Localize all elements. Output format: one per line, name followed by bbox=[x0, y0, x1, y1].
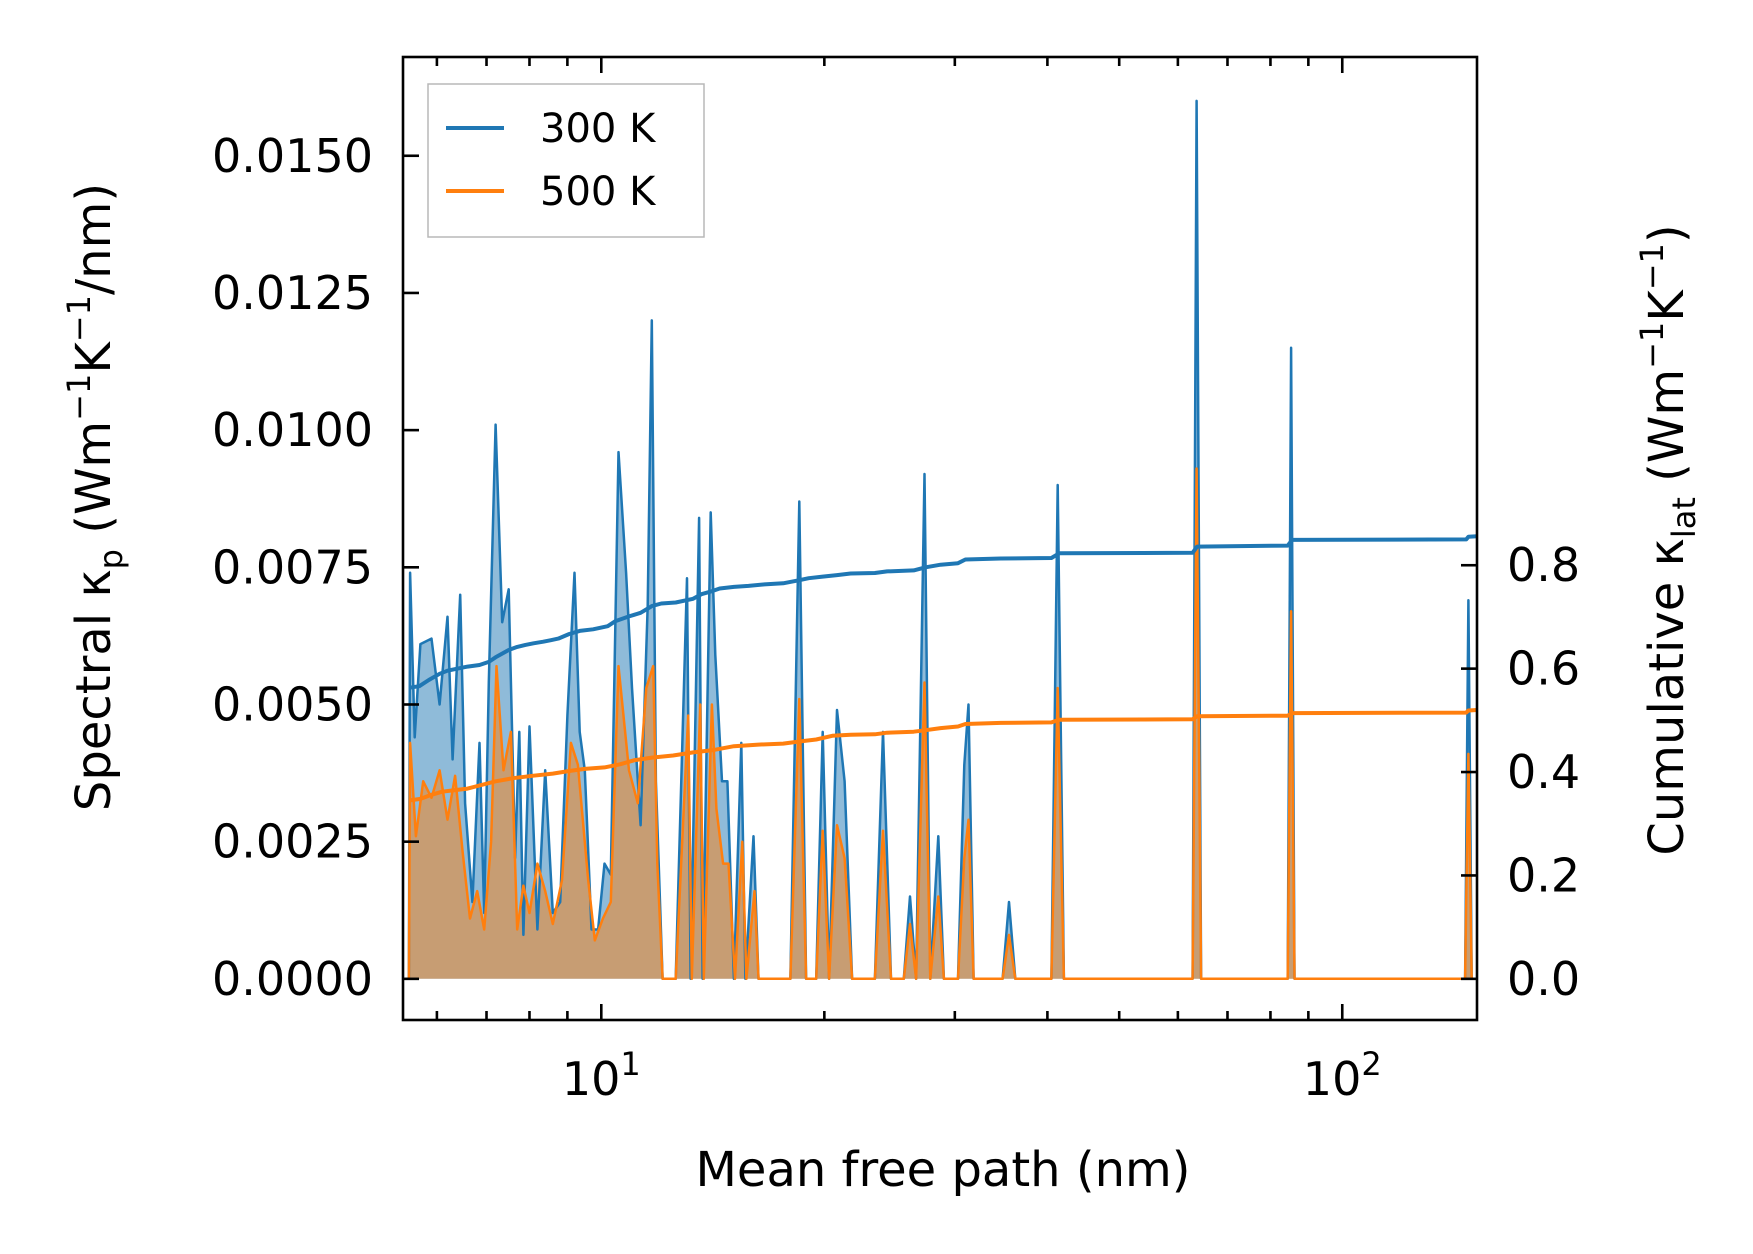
y-left-tick-label: 0.0050 bbox=[212, 677, 373, 731]
y-left-tick-label: 0.0025 bbox=[212, 815, 373, 869]
axis-ticks bbox=[403, 57, 1477, 1020]
spectral-line-500k bbox=[407, 467, 1473, 981]
y-right-tick-label: 0.6 bbox=[1507, 642, 1580, 696]
y-right-tick-label: 0.8 bbox=[1507, 538, 1580, 592]
tick-labels: 101 102 0.0000 0.0025 0.0050 0.0075 0.0100 0.01… bbox=[212, 129, 1580, 1106]
cumulative-line-500k bbox=[408, 708, 1478, 803]
cumulative-line-300k bbox=[408, 534, 1478, 690]
x-tick-label: 101 bbox=[562, 1045, 641, 1106]
y-right-tick-label: 0.0 bbox=[1507, 952, 1580, 1006]
legend-label-500k: 500 K bbox=[540, 169, 657, 215]
spectral-lines bbox=[407, 99, 1473, 981]
x-axis-label: Mean free path (nm) bbox=[696, 1142, 1191, 1198]
legend-label-300k: 300 K bbox=[540, 106, 657, 152]
cumulative-lines bbox=[408, 534, 1478, 803]
y-left-tick-label: 0.0075 bbox=[212, 540, 373, 594]
y-axis-label-right: Cumulative κlat (Wm−1K−1) bbox=[1633, 224, 1703, 855]
y-left-tick-label: 0.0150 bbox=[212, 129, 373, 183]
legend: 300 K 500 K bbox=[427, 83, 705, 238]
spectral-fill-500k bbox=[408, 468, 1472, 979]
plot-frame bbox=[401, 55, 1479, 1022]
y-left-tick-label: 0.0100 bbox=[212, 403, 373, 457]
y-left-tick-label: 0.0125 bbox=[212, 266, 373, 320]
y-right-tick-label: 0.4 bbox=[1507, 745, 1580, 799]
y-right-tick-label: 0.2 bbox=[1507, 848, 1580, 902]
x-tick-label: 102 bbox=[1303, 1045, 1382, 1106]
y-axis-label-left: Spectral κp (Wm−1K−1/nm) bbox=[60, 183, 130, 811]
y-left-tick-label: 0.0000 bbox=[212, 952, 373, 1006]
legend-box bbox=[427, 83, 705, 238]
